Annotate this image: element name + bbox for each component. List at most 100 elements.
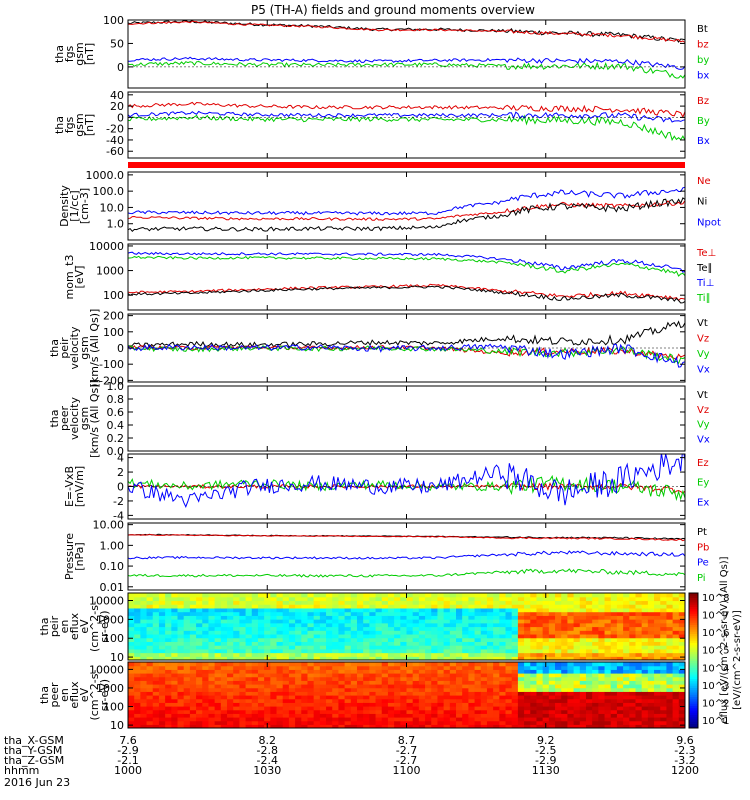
colorbar-cell bbox=[689, 640, 698, 643]
panel-pressure: 10.00 1.00 0.10 0.01 Pressure[nPa] Pt Pb Pe Pi bbox=[63, 519, 709, 594]
y-axis-label: fgs bbox=[63, 116, 76, 133]
colorbar-cell bbox=[689, 714, 698, 718]
y-axis-label: E=-VxB bbox=[63, 466, 76, 507]
y-tick-label: 0.6 bbox=[107, 406, 125, 419]
colorbar-cell bbox=[689, 683, 698, 686]
series-line-Bx-1 bbox=[128, 110, 685, 123]
y-tick-label: 1.0 bbox=[107, 380, 125, 393]
y-axis-label: gsm bbox=[73, 113, 86, 136]
colorbar-cell bbox=[689, 626, 698, 630]
colorbar-cell bbox=[689, 653, 698, 657]
time-axis-value: 1100 bbox=[393, 764, 421, 777]
y-tick-label: 0.8 bbox=[107, 393, 125, 406]
y-tick-label: 1000 bbox=[96, 613, 124, 626]
colorbar-tick-label: 10^3 bbox=[702, 681, 729, 692]
colorbar-cell bbox=[689, 656, 698, 659]
y-tick-label: 50 bbox=[110, 37, 124, 50]
colorbar-cell bbox=[689, 680, 698, 684]
y-axis-label: [nT] bbox=[83, 43, 96, 65]
colorbar-tick-label: 10^2 bbox=[702, 698, 729, 709]
colorbar-cell bbox=[689, 633, 698, 637]
y-axis-label: [km/s (All Qs)] bbox=[88, 309, 101, 388]
legend-entry: Vt bbox=[697, 390, 708, 401]
legend-entry: Vx bbox=[697, 434, 710, 445]
series-line-Ey-7 bbox=[128, 474, 685, 502]
y-axis-label: gsm bbox=[78, 407, 91, 430]
y-axis-label: tha bbox=[53, 45, 66, 63]
colorbar-cell bbox=[689, 622, 698, 625]
y-tick-label: 4 bbox=[117, 452, 124, 465]
quality-flag-bar bbox=[128, 162, 685, 168]
colorbar-tick-label: 10^7 bbox=[702, 611, 729, 622]
panel-density: 1000.0 100.0 10.0 1.0 Density[1/cc][cm-3] Ne N… bbox=[58, 169, 721, 241]
panel-peer_eflux: 10000 1000 100 10 thapeerenefluxeV(cm^2-s-sr… bbox=[38, 661, 686, 732]
legend-entry: Vz bbox=[697, 405, 709, 416]
legend-entry: Ti⊥ bbox=[696, 278, 714, 289]
series-line-Ti-4 bbox=[128, 255, 685, 277]
y-axis-label: peer bbox=[58, 406, 71, 432]
y-axis-label: Pressure bbox=[63, 533, 76, 580]
y-tick-label: 10 bbox=[110, 719, 124, 732]
y-axis-label: tha bbox=[53, 116, 66, 134]
colorbar-cell bbox=[689, 631, 698, 634]
colorbar-cell bbox=[689, 604, 698, 607]
y-axis-label: eflux bbox=[68, 681, 81, 709]
panel-frame bbox=[127, 91, 686, 159]
colorbar-cell bbox=[689, 721, 698, 724]
time-axis-value: -2.4 bbox=[257, 754, 278, 767]
time-axis-row-label: tha_X-GSM bbox=[4, 734, 64, 747]
panel-data_quality_bar bbox=[128, 162, 685, 168]
y-axis-label: [1/cc] bbox=[68, 190, 81, 221]
y-tick-label: 100 bbox=[103, 14, 124, 27]
y-axis-label: tha bbox=[48, 409, 61, 427]
y-axis-label: (cm^2-s- bbox=[88, 601, 101, 652]
series-line-Te-4 bbox=[128, 283, 685, 302]
colorbar-tick-label: 10^5 bbox=[702, 646, 729, 657]
y-tick-label: 2 bbox=[117, 466, 124, 479]
y-axis-label: [km/s (All Qs)] bbox=[88, 379, 101, 458]
y-axis-label: mom_t3 bbox=[63, 255, 76, 300]
colorbar-cell bbox=[689, 647, 698, 650]
panel-frame bbox=[127, 522, 686, 591]
colorbar-cell bbox=[689, 712, 698, 715]
series-line-Bz-1 bbox=[128, 101, 685, 119]
colorbar-tick-label: 10^4 bbox=[702, 663, 729, 674]
legend-entry: Ez bbox=[697, 458, 709, 469]
y-tick-label: 100 bbox=[103, 326, 124, 339]
y-axis-label: en bbox=[58, 620, 71, 634]
legend-entry: Bz bbox=[697, 96, 709, 107]
series-line-bz-0 bbox=[128, 20, 685, 43]
y-axis-label: (cm^2-s- bbox=[88, 670, 101, 721]
series-line-Pe-8 bbox=[128, 550, 685, 560]
y-tick-label: 100 bbox=[103, 289, 124, 302]
y-tick-label: 100.0 bbox=[93, 185, 125, 198]
series-line-Ex-7 bbox=[128, 454, 685, 508]
colorbar-cell bbox=[689, 649, 698, 652]
time-axis-value: -3.2 bbox=[674, 754, 695, 767]
series-line-bx-0 bbox=[128, 56, 685, 70]
colorbar-cell bbox=[689, 613, 698, 616]
y-axis-label: peir bbox=[58, 337, 71, 359]
legend-entry: bx bbox=[697, 71, 709, 82]
colorbar-cell bbox=[689, 703, 698, 706]
colorbar-cell bbox=[689, 669, 698, 673]
legend-entry: Vx bbox=[697, 365, 710, 376]
colorbar-cell bbox=[689, 611, 698, 614]
y-axis-label: sr-eV) bbox=[98, 679, 111, 711]
legend-entry: Pb bbox=[697, 542, 709, 553]
y-tick-label: -4 bbox=[113, 509, 124, 522]
time-axis-value: -2.7 bbox=[396, 744, 417, 757]
y-tick-label: 1000.0 bbox=[86, 169, 125, 182]
colorbar-cell bbox=[689, 624, 698, 628]
y-tick-label: -100 bbox=[99, 358, 124, 371]
legend-entry: Npot bbox=[697, 217, 721, 228]
y-tick-label: 10 bbox=[110, 651, 124, 664]
y-tick-label: 10000 bbox=[89, 595, 124, 608]
series-line-Npot-3 bbox=[128, 186, 685, 216]
y-tick-label: -2 bbox=[113, 495, 124, 508]
colorbar-cell bbox=[689, 698, 698, 702]
y-tick-label: 200 bbox=[103, 310, 124, 323]
colorbar-cell bbox=[689, 674, 698, 677]
y-axis-label: tha bbox=[48, 339, 61, 357]
